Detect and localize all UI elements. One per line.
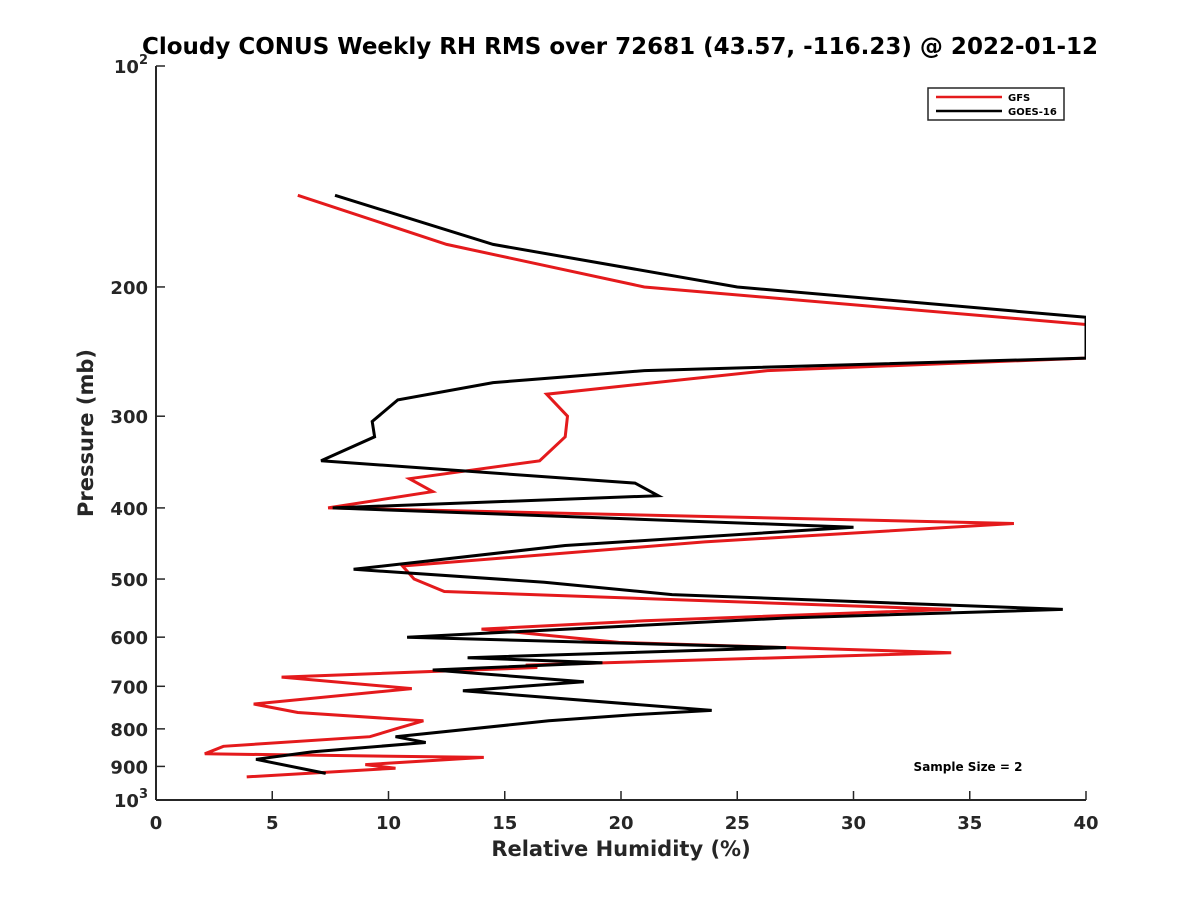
y-tick-label: 500 [110, 570, 148, 591]
series-line-goes16 [255, 193, 1086, 775]
x-axis-label: Relative Humidity (%) [491, 837, 750, 861]
x-tick-label: 15 [492, 813, 517, 834]
y-tick-label: 300 [110, 407, 148, 428]
x-tick-label: 0 [150, 813, 163, 834]
x-tick-label: 10 [376, 813, 401, 834]
y-tick-label: 600 [110, 628, 148, 649]
y-tick-label: 900 [110, 757, 148, 778]
y-tick-label: 102 [114, 53, 148, 78]
y-axis-label: Pressure (mb) [74, 349, 98, 517]
plot-area [155, 66, 1086, 801]
y-tick-exponent: 2 [139, 53, 148, 68]
y-axis-ticks: 102 200 300 400 500 600 700 800 900 103 [110, 53, 165, 812]
x-tick-label: 30 [841, 813, 866, 834]
y-tick-label: 200 [110, 278, 148, 299]
chart-title: Cloudy CONUS Weekly RH RMS over 72681 (4… [142, 34, 1098, 60]
x-tick-label: 25 [725, 813, 750, 834]
y-tick-label: 103 [114, 787, 148, 812]
sample-size-annotation: Sample Size = 2 [914, 760, 1023, 774]
y-tick-label: 700 [110, 677, 148, 698]
series-line-gfs [204, 193, 1086, 779]
x-tick-label: 5 [266, 813, 279, 834]
x-tick-label: 40 [1073, 813, 1098, 834]
x-axis-ticks: 0 5 10 15 20 25 30 35 40 [150, 791, 1099, 834]
y-tick-exponent: 3 [139, 787, 148, 802]
x-tick-label: 35 [957, 813, 982, 834]
x-tick-label: 20 [608, 813, 633, 834]
y-tick-label: 800 [110, 720, 148, 741]
legend-box [927, 87, 1065, 121]
legend: GFS GOES-16 [927, 87, 1065, 121]
legend-label-gfs: GFS [1008, 93, 1030, 104]
y-tick-label: 400 [110, 499, 148, 520]
legend-label-goes16: GOES-16 [1008, 107, 1057, 118]
series-layer [204, 193, 1086, 779]
